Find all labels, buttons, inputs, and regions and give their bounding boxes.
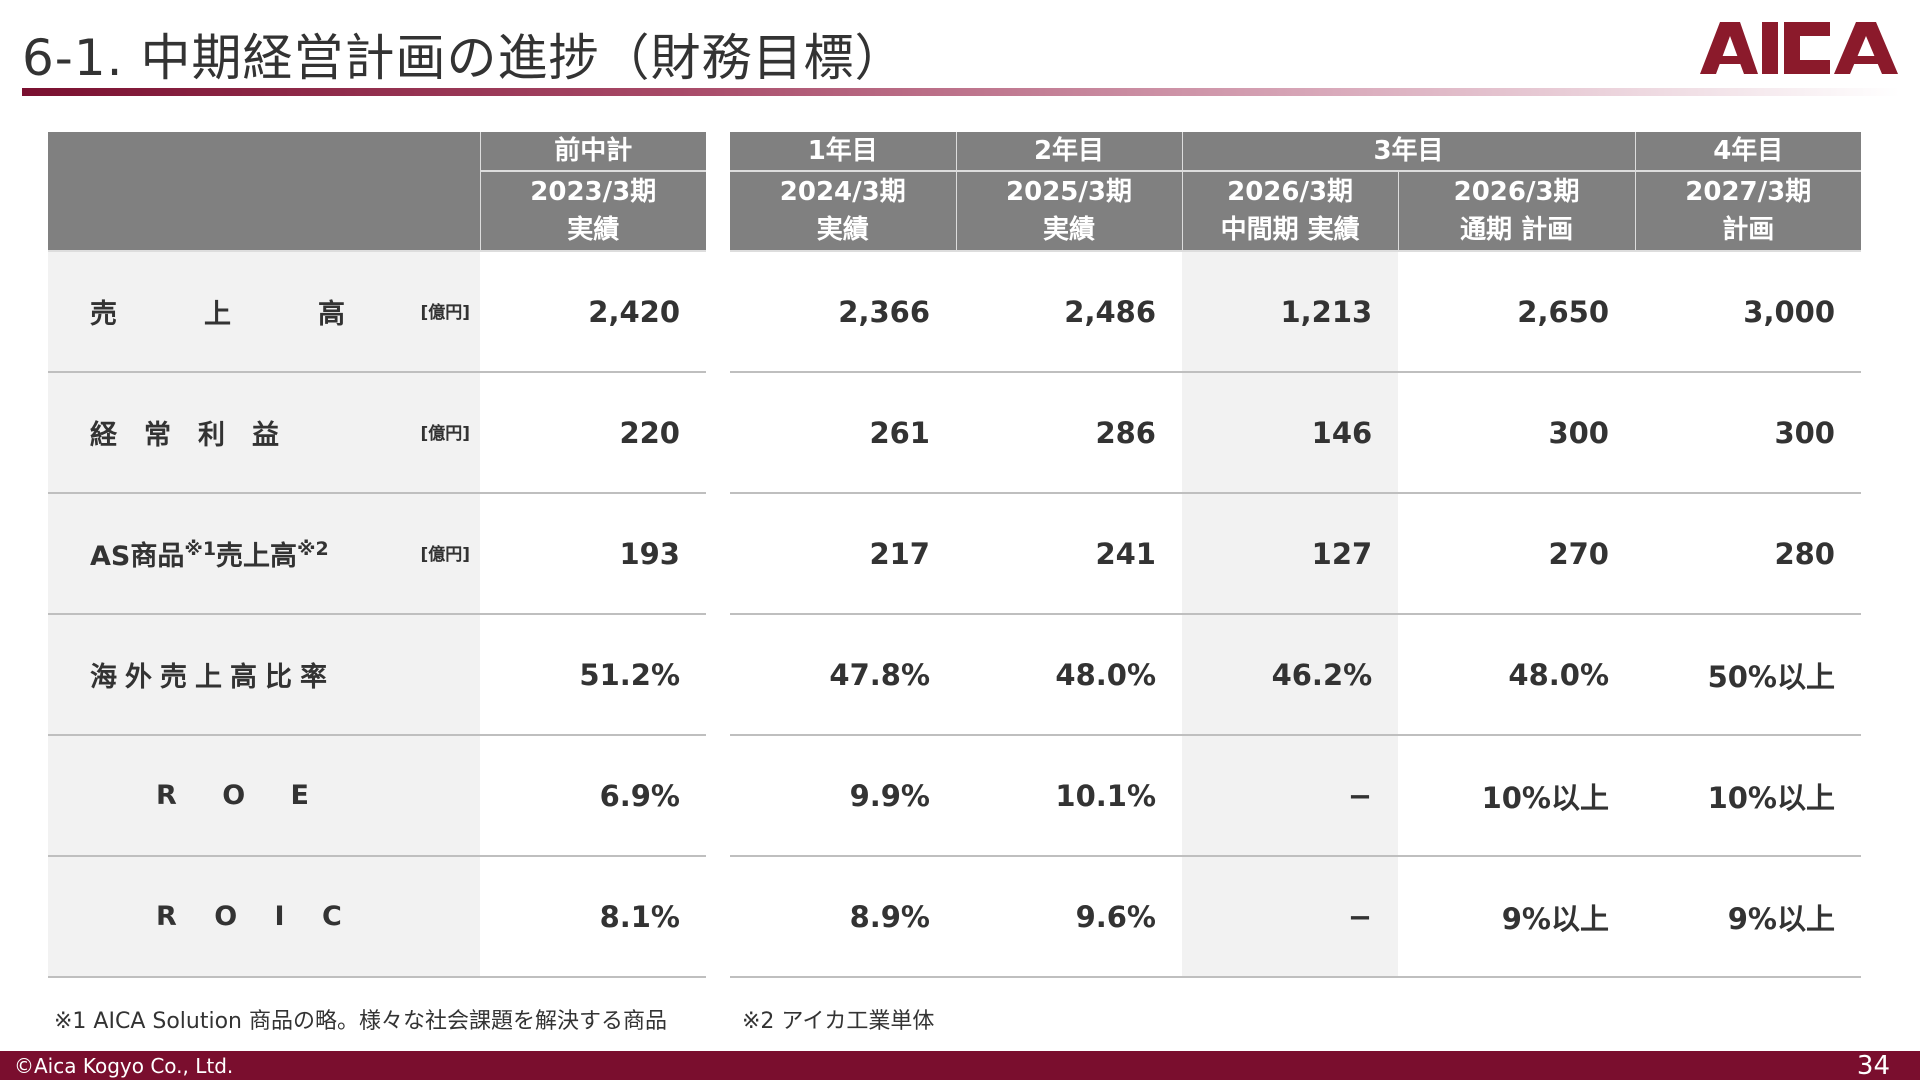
cell-value: 9.9% xyxy=(730,735,956,857)
cell-value: 300 xyxy=(1398,372,1635,494)
cell-value: 146 xyxy=(1182,372,1399,494)
table-row: R O I C 8.1% xyxy=(48,856,706,978)
header-year-1: 1年目 xyxy=(730,132,956,172)
table-row: 海外売上高比率 51.2% xyxy=(48,614,706,736)
header-group: 前中計 xyxy=(479,132,706,172)
cell-value: 10%以上 xyxy=(1635,735,1861,857)
cell-value: 9.6% xyxy=(956,856,1182,978)
cell-value: 217 xyxy=(730,493,956,615)
cell-value: 127 xyxy=(1182,493,1399,615)
cell-value: 193 xyxy=(480,493,706,615)
cell-value: 47.8% xyxy=(730,614,956,736)
cell-value: 8.9% xyxy=(730,856,956,978)
table-row: 2,366 2,486 1,213 2,650 3,000 xyxy=(730,251,1861,373)
footer: ©Aica Kogyo Co., Ltd. 34 xyxy=(0,1051,1920,1081)
table-row: R O E 6.9% xyxy=(48,735,706,857)
copyright: ©Aica Kogyo Co., Ltd. xyxy=(14,1054,234,1078)
cell-value: 2,420 xyxy=(480,251,706,373)
cell-value: 1,213 xyxy=(1182,251,1399,373)
cell-value: 10.1% xyxy=(956,735,1182,857)
cell-value: 220 xyxy=(480,372,706,494)
header-blank xyxy=(48,132,480,252)
table-row: 9.9% 10.1% −10%以上 10%以上 xyxy=(730,735,1861,857)
previous-plan-table: 前中計 2023/3期 実績 売 上 高 [億円] 2,420 経 常 利 益 [億円… xyxy=(48,132,706,978)
title-underline xyxy=(22,88,1900,96)
header-period: 2023/3期 実績 xyxy=(479,171,706,252)
cell-value: 9%以上 xyxy=(1398,856,1635,978)
cell-value: − xyxy=(1182,735,1399,857)
header-period: 2024/3期 実績 xyxy=(730,171,956,252)
header-year-4: 4年目 xyxy=(1634,132,1861,172)
cell-value: 46.2% xyxy=(1182,614,1399,736)
cell-value: 48.0% xyxy=(956,614,1182,736)
cell-value: − xyxy=(1182,856,1399,978)
row-label-overseas-ratio: 海外売上高比率 xyxy=(48,614,480,736)
table-row: 261 286 146 300 300 xyxy=(730,372,1861,494)
cell-value: 286 xyxy=(956,372,1182,494)
header-year-2: 2年目 xyxy=(955,132,1182,172)
table-row: 217 241 127 270 280 xyxy=(730,493,1861,615)
aica-logo xyxy=(1700,22,1898,74)
cell-value: 241 xyxy=(956,493,1182,615)
cell-value: 51.2% xyxy=(480,614,706,736)
row-label-as-sales: AS商品※1売上高※2 [億円] xyxy=(48,493,480,615)
cell-value: 2,486 xyxy=(956,251,1182,373)
header-year-3: 3年目 xyxy=(1181,132,1635,172)
row-label-ordinary-profit: 経 常 利 益 [億円] xyxy=(48,372,480,494)
cell-value: 9%以上 xyxy=(1635,856,1861,978)
cell-value: 280 xyxy=(1635,493,1861,615)
footnote-2: ※2 アイカ工業単体 xyxy=(742,1009,935,1034)
row-label-roe: R O E xyxy=(48,735,480,857)
cell-value: 3,000 xyxy=(1635,251,1861,373)
footnote-1: ※1 AICA Solution 商品の略。様々な社会課題を解決する商品 xyxy=(54,1009,667,1034)
header-period: 2026/3期 通期 計画 xyxy=(1397,171,1635,252)
cell-value: 261 xyxy=(730,372,956,494)
cell-value: 2,366 xyxy=(730,251,956,373)
table-row: 経 常 利 益 [億円] 220 xyxy=(48,372,706,494)
table-row: AS商品※1売上高※2 [億円] 193 xyxy=(48,493,706,615)
row-label-sales: 売 上 高 [億円] xyxy=(48,251,480,373)
header-period: 2025/3期 実績 xyxy=(955,171,1182,252)
table-row: 47.8% 48.0% 46.2% 48.0% 50%以上 xyxy=(730,614,1861,736)
cell-value: 10%以上 xyxy=(1398,735,1635,857)
cell-value: 48.0% xyxy=(1398,614,1635,736)
cell-value: 6.9% xyxy=(480,735,706,857)
cell-value: 270 xyxy=(1398,493,1635,615)
cell-value: 8.1% xyxy=(480,856,706,978)
cell-value: 50%以上 xyxy=(1635,614,1861,736)
cell-value: 2,650 xyxy=(1398,251,1635,373)
page-number: 34 xyxy=(1856,1051,1890,1081)
page-title: 6-1. 中期経営計画の進捗（財務目標） xyxy=(22,29,906,87)
table-row: 8.9% 9.6% −9%以上 9%以上 xyxy=(730,856,1861,978)
table-row: 売 上 高 [億円] 2,420 xyxy=(48,251,706,373)
current-plan-table: 1年目 2年目 3年目 4年目 2024/3期 実績 2025/3期 実績 2026/3… xyxy=(730,132,1861,978)
cell-value: 300 xyxy=(1635,372,1861,494)
row-label-roic: R O I C xyxy=(48,856,480,978)
header-period: 2026/3期 中間期 実績 xyxy=(1181,171,1399,252)
header-period: 2027/3期 計画 xyxy=(1634,171,1861,252)
